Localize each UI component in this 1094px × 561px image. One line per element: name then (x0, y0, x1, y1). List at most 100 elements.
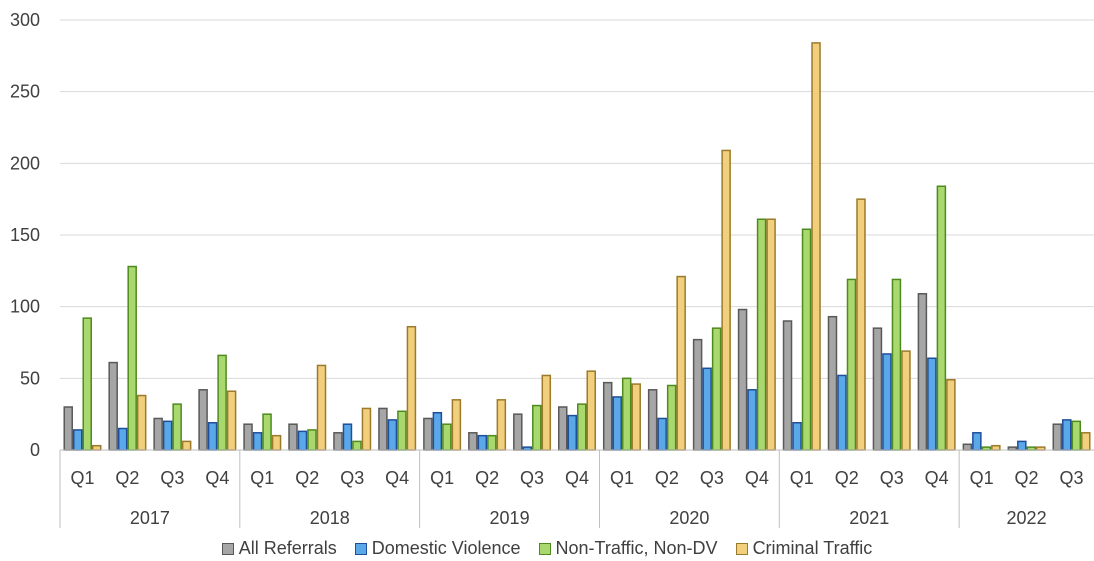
bar-domestic-violence-19 (927, 357, 937, 451)
bar-criminal-traffic-13 (676, 275, 686, 451)
bar-criminal-traffic-20 (991, 444, 1001, 451)
legend-item-non-traffic-non-dv: Non-Traffic, Non-DV (538, 538, 718, 559)
bar-non-traffic-non-dv-17 (846, 278, 857, 451)
bar-criminal-traffic-1 (136, 394, 147, 451)
x-tick-label-year: 2018 (310, 508, 350, 528)
bar-non-traffic-non-dv-18 (891, 278, 902, 451)
legend-swatch-criminal-traffic (735, 542, 748, 555)
bar-all-referrals-0 (63, 406, 73, 451)
x-tick-label-year: 2019 (490, 508, 530, 528)
x-tick-label-quarter: Q2 (655, 468, 679, 488)
bar-criminal-traffic-5 (316, 364, 327, 451)
y-tick-label: 50 (20, 368, 40, 388)
x-tick-label-quarter: Q3 (340, 468, 364, 488)
bar-domestic-violence-7 (387, 419, 398, 451)
bar-domestic-violence-8 (432, 411, 443, 451)
bar-all-referrals-16 (782, 320, 793, 451)
bar-non-traffic-non-dv-16 (801, 228, 812, 451)
bar-all-referrals-15 (737, 308, 748, 451)
bar-all-referrals-20 (962, 443, 973, 451)
y-tick-label: 300 (10, 10, 40, 30)
axes: 0 50 100 150 200 250 300 Q1 Q2 Q3 Q4 Q1 Q2 Q3 Q4 Q1 Q2 Q3… (10, 10, 1094, 528)
bar-criminal-traffic-7 (406, 325, 417, 451)
bar-criminal-traffic-9 (496, 399, 507, 451)
bar-non-traffic-non-dv-15 (756, 218, 767, 451)
x-tick-label-quarter: Q3 (520, 468, 544, 488)
bar-domestic-violence-14 (702, 367, 712, 451)
bar-all-referrals-11 (558, 406, 568, 451)
bar-chart: 0 50 100 150 200 250 300 Q1 Q2 Q3 Q4 Q1 Q2 Q3 Q4 Q1 Q2 Q3… (10, 10, 1094, 528)
bar-domestic-violence-18 (882, 353, 892, 451)
x-tick-label-quarter: Q1 (430, 468, 454, 488)
x-tick-label-quarter: Q2 (115, 468, 139, 488)
bar-domestic-violence-6 (342, 423, 353, 451)
x-tick-label-quarter: Q3 (880, 468, 904, 488)
x-tick-label-quarter: Q3 (700, 468, 724, 488)
legend-item-all-referrals: All Referrals (221, 538, 337, 559)
y-tick-label: 0 (30, 440, 40, 460)
bar-domestic-violence-16 (792, 422, 802, 451)
bar-non-traffic-non-dv-2 (172, 403, 182, 451)
legend-label-domestic-violence: Domestic Violence (371, 538, 521, 558)
bar-criminal-traffic-18 (901, 350, 911, 451)
x-tick-label-quarter: Q1 (610, 468, 634, 488)
bar-domestic-violence-12 (612, 396, 622, 451)
x-tick-label-quarter: Q1 (970, 468, 994, 488)
x-tick-label-quarter: Q2 (835, 468, 859, 488)
legend-item-criminal-traffic: Criminal Traffic (735, 538, 872, 559)
y-tick-label: 100 (10, 297, 40, 317)
bar-all-referrals-12 (602, 381, 613, 451)
legend-swatch-non-traffic-non-dv (538, 542, 551, 555)
bar-all-referrals-3 (198, 389, 208, 451)
x-tick-label-quarter: Q2 (475, 468, 499, 488)
bar-criminal-traffic-14 (721, 149, 731, 451)
bar-all-referrals-7 (378, 407, 388, 451)
legend-label-non-traffic-non-dv: Non-Traffic, Non-DV (555, 538, 718, 558)
legend-swatch-all-referrals (221, 542, 234, 555)
y-tick-label: 250 (10, 82, 40, 102)
bar-criminal-traffic-3 (226, 390, 237, 451)
bar-criminal-traffic-22 (1081, 432, 1091, 451)
bar-domestic-violence-13 (657, 417, 667, 451)
x-tick-label-quarter: Q2 (1015, 468, 1039, 488)
bar-all-referrals-6 (333, 432, 343, 451)
bar-criminal-traffic-4 (271, 434, 282, 451)
bar-criminal-traffic-6 (361, 407, 372, 451)
bar-domestic-violence-1 (117, 427, 128, 451)
bar-non-traffic-non-dv-6 (352, 440, 362, 451)
bar-criminal-traffic-17 (856, 198, 866, 451)
bar-domestic-violence-21 (1017, 440, 1027, 451)
bar-non-traffic-non-dv-3 (217, 354, 227, 451)
bar-criminal-traffic-19 (946, 379, 956, 451)
bar-all-referrals-19 (917, 293, 928, 451)
bar-criminal-traffic-2 (181, 440, 192, 451)
bar-non-traffic-non-dv-10 (532, 404, 542, 451)
bar-all-referrals-17 (827, 315, 838, 451)
bar-criminal-traffic-10 (541, 374, 552, 451)
bar-domestic-violence-9 (477, 434, 488, 451)
x-tick-label-quarter: Q4 (745, 468, 769, 488)
bar-non-traffic-non-dv-8 (442, 423, 452, 451)
bar-domestic-violence-20 (972, 432, 982, 451)
bar-non-traffic-non-dv-9 (487, 434, 497, 451)
bar-all-referrals-13 (647, 389, 658, 451)
bar-domestic-violence-15 (747, 389, 757, 451)
x-tick-label-year: 2017 (130, 508, 170, 528)
x-tick-label-quarter: Q2 (295, 468, 319, 488)
bar-domestic-violence-2 (162, 420, 173, 451)
bar-all-referrals-5 (288, 423, 298, 451)
bar-non-traffic-non-dv-1 (127, 265, 137, 451)
x-tick-label-quarter: Q4 (925, 468, 949, 488)
legend-label-all-referrals: All Referrals (238, 538, 337, 558)
bar-domestic-violence-17 (837, 374, 847, 451)
bar-non-traffic-non-dv-14 (711, 327, 722, 451)
bar-non-traffic-non-dv-0 (82, 317, 92, 451)
y-tick-label: 200 (10, 153, 40, 173)
legend: All Referrals Domestic Violence Non-Traf… (0, 538, 1094, 559)
bar-all-referrals-1 (108, 361, 118, 451)
y-tick-label: 150 (10, 225, 40, 245)
bar-domestic-violence-22 (1062, 419, 1072, 451)
x-tick-label-quarter: Q4 (565, 468, 589, 488)
bar-criminal-traffic-8 (451, 399, 462, 451)
legend-swatch-domestic-violence (354, 542, 367, 555)
